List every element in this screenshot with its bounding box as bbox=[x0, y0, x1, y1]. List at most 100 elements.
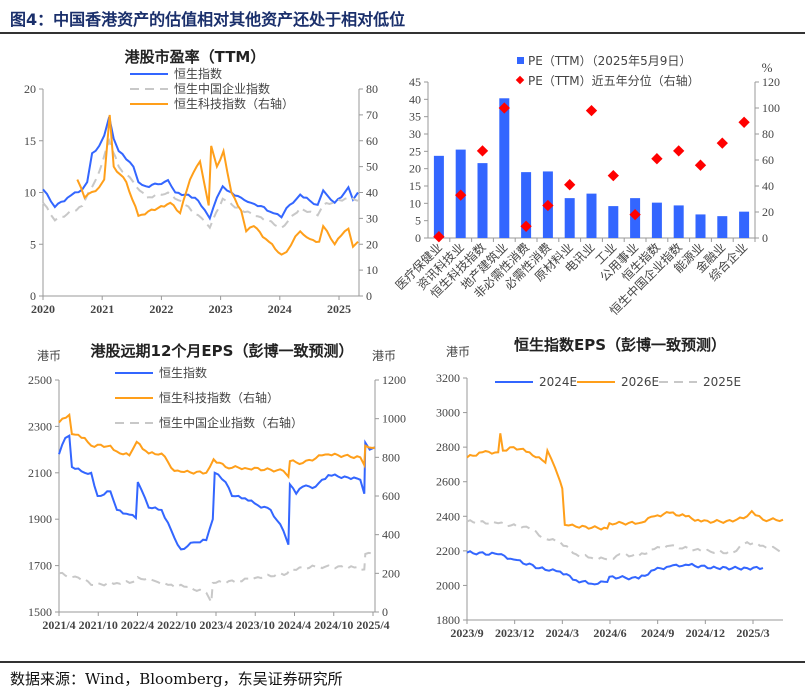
y2-tick-label: 10 bbox=[366, 263, 378, 277]
percentile-marker bbox=[651, 153, 663, 165]
x-tick-label: 2022/10 bbox=[157, 618, 196, 632]
x-tick-label: 2024/10 bbox=[314, 618, 353, 632]
percentile-marker bbox=[585, 104, 598, 117]
y2-tick-label: 200 bbox=[382, 566, 400, 580]
y-tick-label: 1500 bbox=[28, 605, 52, 619]
y2-tick-label: 1200 bbox=[382, 373, 406, 387]
percentile-marker bbox=[738, 116, 750, 128]
legend-label: 2024E bbox=[539, 375, 577, 389]
y-tick-label: 35 bbox=[409, 110, 421, 124]
y-tick-label: 2800 bbox=[436, 440, 460, 454]
y-tick-label: 3200 bbox=[436, 371, 460, 385]
y2-tick-label: 100 bbox=[762, 101, 780, 115]
y-tick-label: 3000 bbox=[436, 406, 460, 420]
series-line-0 bbox=[466, 550, 764, 586]
y2-tick-label: 50 bbox=[366, 160, 378, 174]
legend-label: 2025E bbox=[703, 375, 741, 389]
x-tick-label: 2024 bbox=[268, 302, 292, 316]
legend-swatch bbox=[515, 75, 525, 85]
percentile-marker bbox=[673, 145, 685, 157]
x-tick-label: 2023/10 bbox=[236, 618, 275, 632]
legend-label: 恒生科技指数（右轴） bbox=[159, 390, 279, 405]
y2-tick-label: 60 bbox=[762, 153, 774, 167]
legend-label: PE（TTM）（2025年5月9日） bbox=[528, 54, 691, 68]
x-tick-label: 2021/4 bbox=[42, 618, 75, 632]
bar bbox=[477, 163, 488, 238]
bar bbox=[433, 155, 444, 238]
y2-tick-label: 120 bbox=[762, 75, 780, 89]
series-line-2 bbox=[76, 114, 359, 256]
y-tick-label: 2100 bbox=[28, 466, 52, 480]
percentile-marker bbox=[433, 231, 445, 243]
percentile-marker bbox=[629, 208, 641, 221]
percentile-marker bbox=[694, 159, 707, 171]
bar bbox=[717, 216, 728, 238]
x-tick-label: 2021/10 bbox=[79, 618, 118, 632]
y2-tick-label: 0 bbox=[366, 289, 372, 303]
chart-title: 恒生指数EPS（彭博一致预测） bbox=[514, 336, 726, 354]
y-tick-label: 2600 bbox=[436, 475, 460, 489]
y2-tick-label: 0 bbox=[762, 231, 768, 245]
y2-tick-label: 800 bbox=[382, 450, 400, 464]
x-tick-label: 2025 bbox=[327, 302, 351, 316]
y2-tick-label: 0 bbox=[382, 605, 388, 619]
percentile-marker bbox=[520, 220, 532, 232]
y-tick-label: 2500 bbox=[28, 373, 52, 387]
y-tick-label: 10 bbox=[409, 196, 421, 210]
bar bbox=[521, 172, 532, 238]
x-tick-label: 2024/12 bbox=[686, 626, 725, 640]
y2-tick-label: 600 bbox=[382, 489, 400, 503]
bar bbox=[651, 202, 662, 238]
divider bbox=[0, 32, 805, 34]
legend-label: 恒生中国企业指数（右轴） bbox=[159, 415, 303, 430]
bar bbox=[695, 214, 706, 238]
source-note: 数据来源：Wind，Bloomberg，东吴证券研究所 bbox=[10, 670, 343, 688]
y2-axis-unit: % bbox=[762, 60, 773, 75]
series-line-0 bbox=[58, 434, 376, 551]
percentile-marker bbox=[716, 137, 728, 149]
bar bbox=[608, 206, 619, 238]
x-tick-label: 2024/9 bbox=[641, 626, 674, 640]
legend-label: 恒生科技指数（右轴） bbox=[174, 96, 294, 111]
y-tick-label: 10 bbox=[24, 186, 36, 200]
y2-tick-label: 20 bbox=[762, 205, 774, 219]
percentile-marker bbox=[455, 189, 467, 201]
x-tick-label: 2023/12 bbox=[495, 626, 534, 640]
y-tick-label: 25 bbox=[409, 144, 421, 158]
y-tick-label: 1700 bbox=[28, 559, 52, 573]
y-axis-unit: 港币 bbox=[37, 349, 61, 363]
x-tick-label: 2022 bbox=[149, 302, 173, 316]
x-tick-label: 2025/4 bbox=[356, 618, 389, 632]
y2-tick-label: 1000 bbox=[382, 412, 406, 426]
figure-title: 图4：中国香港资产的估值相对其他资产还处于相对低位 bbox=[10, 10, 406, 29]
y-tick-label: 2000 bbox=[436, 578, 460, 592]
series-line-2 bbox=[58, 551, 376, 606]
x-tick-label: 2024/6 bbox=[593, 626, 626, 640]
y-tick-label: 1900 bbox=[28, 512, 52, 526]
bar bbox=[564, 198, 575, 238]
y2-tick-label: 20 bbox=[366, 237, 378, 251]
percentile-marker bbox=[607, 169, 619, 182]
y-tick-label: 40 bbox=[409, 92, 421, 106]
y-axis-unit: 港币 bbox=[446, 345, 470, 359]
legend-label: 恒生指数 bbox=[174, 66, 222, 81]
y2-tick-label: 60 bbox=[366, 134, 378, 148]
chart-title: 港股市盈率（TTM） bbox=[125, 48, 266, 66]
x-tick-label: 2021 bbox=[90, 302, 114, 316]
x-tick-label: 2025/3 bbox=[736, 626, 769, 640]
y-tick-label: 2400 bbox=[436, 509, 460, 523]
y-tick-label: 20 bbox=[24, 82, 36, 96]
y-tick-label: 2300 bbox=[28, 419, 52, 433]
series-line-2 bbox=[466, 519, 784, 561]
y-tick-label: 15 bbox=[409, 179, 421, 193]
y-tick-label: 5 bbox=[30, 237, 36, 251]
x-tick-label: 2022/4 bbox=[121, 618, 154, 632]
x-tick-label: 2024/3 bbox=[546, 626, 579, 640]
y2-axis-unit: 港币 bbox=[372, 349, 396, 363]
y2-tick-label: 400 bbox=[382, 528, 400, 542]
y2-tick-label: 40 bbox=[366, 186, 378, 200]
percentile-marker bbox=[476, 145, 489, 157]
legend-label: 2026E bbox=[621, 375, 659, 389]
y-tick-label: 20 bbox=[409, 162, 421, 176]
